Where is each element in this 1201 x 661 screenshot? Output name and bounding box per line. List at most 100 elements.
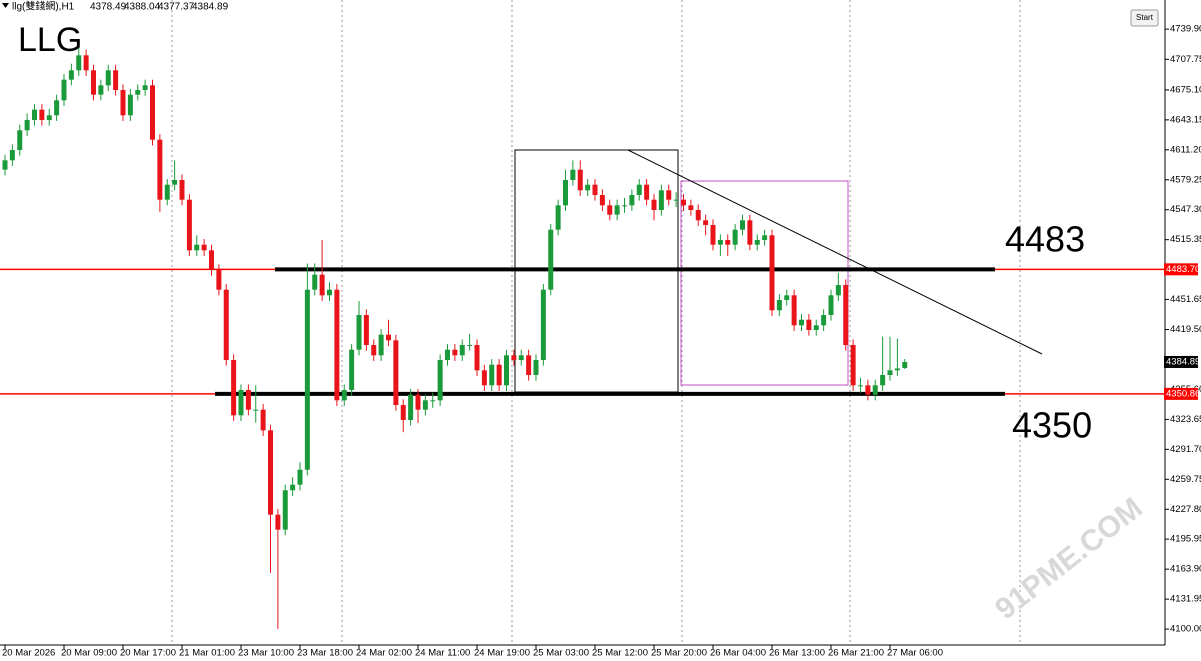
candle-body: [799, 319, 804, 326]
candle-body: [164, 184, 170, 200]
x-tick-label: 26 Mar 13:00: [769, 648, 825, 659]
candle-body: [872, 385, 878, 395]
ohlc-close: 4384.89: [192, 2, 229, 13]
y-tick-label: 4515.35: [1170, 234, 1201, 245]
candle-body: [740, 220, 745, 230]
candle-body: [253, 409, 259, 411]
level-label: 4483.70: [1166, 264, 1200, 275]
x-tick-label: 21 Mar 01:00: [179, 648, 235, 659]
candle-body: [260, 409, 266, 431]
candle-body: [83, 55, 89, 71]
candle-body: [334, 289, 340, 401]
y-tick-label: 4643.15: [1170, 114, 1201, 125]
candle-body: [172, 180, 178, 185]
candle-body: [223, 289, 229, 360]
candle-body: [386, 334, 391, 341]
candle-body: [76, 55, 82, 71]
candle-body: [791, 295, 797, 326]
candle-body: [61, 79, 67, 101]
candle-body: [430, 400, 436, 402]
candle-body: [666, 190, 672, 200]
candle-body: [850, 345, 856, 386]
candle-body: [474, 345, 480, 371]
candle-body: [496, 364, 502, 386]
candle-body: [511, 355, 517, 360]
candle-body: [268, 430, 273, 515]
candle-body: [186, 199, 192, 251]
ohlc-open: 4378.49: [90, 2, 127, 13]
candle-body: [39, 109, 45, 120]
candle-body: [327, 289, 332, 296]
x-tick-label: 24 Mar 11:00: [415, 648, 470, 659]
price-label: 4384.89: [1166, 356, 1200, 367]
range-box: [680, 180, 849, 386]
candle-body: [245, 390, 251, 410]
candle-body: [658, 190, 664, 210]
candle-body: [725, 240, 731, 245]
candle-body: [570, 169, 576, 180]
candle-body: [341, 390, 347, 401]
level-label-box: [1164, 263, 1198, 276]
y-tick-label: 4739.90: [1170, 24, 1201, 35]
candle-body: [68, 70, 74, 80]
y-tick-label: 4131.95: [1170, 594, 1201, 605]
candle-body: [835, 285, 841, 296]
candle-body: [393, 340, 399, 405]
candle-body: [459, 345, 465, 356]
candle-body: [563, 180, 568, 206]
candle-body: [481, 370, 487, 386]
candle-body: [319, 274, 325, 296]
candle-body: [179, 180, 185, 200]
ohlc-low: 4377.37: [158, 2, 195, 13]
candle-body: [622, 205, 627, 207]
candle-body: [644, 184, 650, 200]
candle-body: [467, 345, 473, 346]
x-tick-label: 24 Mar 02:00: [356, 648, 412, 659]
x-tick-label: 20 Mar 2026: [2, 648, 55, 659]
candle-body: [2, 160, 8, 170]
candle-body: [17, 130, 23, 150]
candle-body: [437, 360, 443, 401]
dropdown-icon[interactable]: [2, 3, 9, 8]
candle-body: [651, 199, 657, 210]
candle-body: [32, 109, 37, 120]
candle-body: [194, 244, 200, 251]
candle-body: [533, 360, 539, 375]
candle-body: [312, 274, 318, 290]
y-tick-label: 4227.80: [1170, 504, 1201, 515]
candle-body: [717, 240, 723, 245]
candle-body: [828, 295, 834, 315]
candle-body: [806, 319, 812, 330]
candle-body: [636, 184, 642, 195]
candle-body: [894, 368, 900, 371]
candle-body: [821, 315, 827, 326]
x-tick-label: 26 Mar 04:00: [710, 648, 766, 659]
candle-body: [629, 195, 635, 206]
candle-body: [902, 361, 908, 368]
candle-body: [548, 229, 554, 290]
candle-body: [54, 100, 60, 116]
candle-body: [776, 300, 782, 311]
start-button[interactable]: [1130, 9, 1159, 27]
candle-body: [238, 390, 244, 416]
x-tick-label: 20 Mar 09:00: [61, 648, 117, 659]
candle-body: [673, 199, 679, 201]
x-tick-label: 25 Mar 20:00: [651, 648, 707, 659]
chart-title: LLG: [18, 21, 82, 59]
start-button-label[interactable]: Start: [1136, 13, 1154, 22]
y-tick-label: 4611.20: [1170, 144, 1201, 155]
y-tick-label: 4323.65: [1170, 414, 1201, 425]
candle-body: [9, 150, 15, 161]
candle-body: [813, 325, 819, 330]
y-tick-label: 4547.30: [1170, 204, 1201, 215]
candle-body: [887, 370, 893, 375]
x-tick-label: 23 Mar 18:00: [297, 648, 353, 659]
candle-body: [24, 120, 30, 131]
level-annotation: 4350: [1012, 405, 1092, 446]
symbol: llg(雙錢網),H1: [12, 0, 75, 13]
candle-body: [607, 205, 613, 215]
candle-body: [540, 289, 546, 360]
y-tick-label: 4419.50: [1170, 324, 1201, 335]
